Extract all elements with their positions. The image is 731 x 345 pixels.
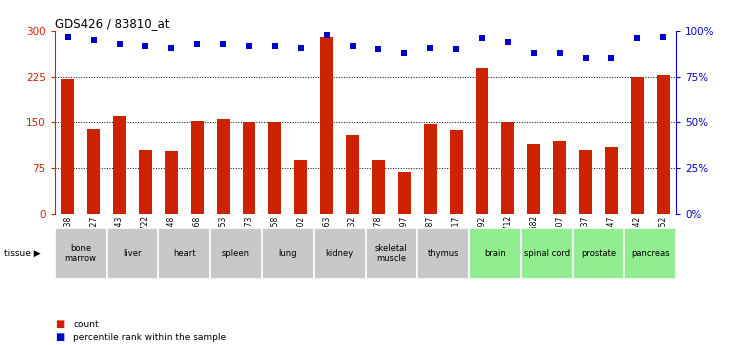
Bar bbox=[165, 151, 178, 214]
Bar bbox=[450, 130, 463, 214]
Text: bone
marrow: bone marrow bbox=[65, 244, 96, 263]
Bar bbox=[476, 68, 488, 214]
Text: percentile rank within the sample: percentile rank within the sample bbox=[73, 333, 226, 342]
Bar bbox=[553, 141, 566, 214]
Bar bbox=[366, 228, 417, 279]
Text: count: count bbox=[73, 321, 99, 329]
Bar bbox=[314, 228, 366, 279]
Bar bbox=[211, 228, 262, 279]
Bar bbox=[624, 228, 676, 279]
Text: lung: lung bbox=[279, 249, 297, 258]
Text: prostate: prostate bbox=[581, 249, 616, 258]
Bar bbox=[527, 144, 540, 214]
Bar bbox=[113, 116, 126, 214]
Bar bbox=[469, 228, 520, 279]
Bar bbox=[191, 121, 204, 214]
Bar bbox=[320, 37, 333, 214]
Text: ■: ■ bbox=[55, 319, 64, 329]
Text: skeletal
muscle: skeletal muscle bbox=[375, 244, 408, 263]
Text: liver: liver bbox=[124, 249, 142, 258]
Bar bbox=[398, 172, 411, 214]
Bar bbox=[139, 150, 152, 214]
Text: heart: heart bbox=[173, 249, 195, 258]
Bar bbox=[417, 228, 469, 279]
Bar bbox=[656, 75, 670, 214]
Bar bbox=[521, 228, 572, 279]
Bar bbox=[87, 129, 100, 214]
Bar bbox=[243, 122, 255, 214]
Text: spinal cord: spinal cord bbox=[523, 249, 569, 258]
Bar bbox=[61, 79, 75, 214]
Text: kidney: kidney bbox=[325, 249, 354, 258]
Text: brain: brain bbox=[484, 249, 506, 258]
Bar bbox=[159, 228, 211, 279]
Bar bbox=[107, 228, 159, 279]
Bar bbox=[372, 160, 385, 214]
Text: ■: ■ bbox=[55, 332, 64, 342]
Bar bbox=[346, 135, 359, 214]
Text: GDS426 / 83810_at: GDS426 / 83810_at bbox=[55, 17, 170, 30]
Bar bbox=[295, 160, 307, 214]
Bar bbox=[572, 228, 624, 279]
Bar bbox=[268, 122, 281, 214]
Bar bbox=[631, 77, 644, 214]
Bar bbox=[605, 147, 618, 214]
Text: tissue ▶: tissue ▶ bbox=[4, 249, 40, 258]
Text: thymus: thymus bbox=[428, 249, 459, 258]
Text: pancreas: pancreas bbox=[631, 249, 670, 258]
Bar bbox=[579, 150, 592, 214]
Bar bbox=[216, 119, 230, 214]
Text: spleen: spleen bbox=[222, 249, 250, 258]
Bar bbox=[501, 122, 515, 214]
Bar bbox=[262, 228, 314, 279]
Bar bbox=[55, 228, 107, 279]
Bar bbox=[424, 124, 436, 214]
